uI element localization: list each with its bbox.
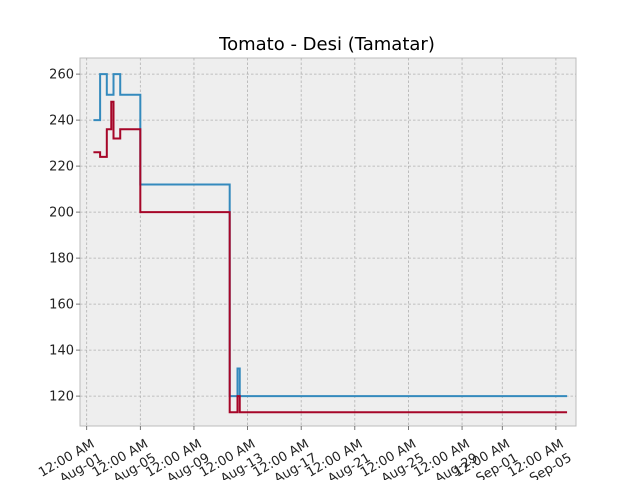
y-axis: 120 140 160 180 200 220 240 260 bbox=[49, 68, 80, 405]
y-tick-label: 140 bbox=[49, 344, 74, 359]
y-tick-label: 200 bbox=[49, 206, 74, 221]
series-group bbox=[93, 73, 568, 414]
y-tick-label: 260 bbox=[49, 68, 74, 83]
chart-title: Tomato - Desi (Tamatar) bbox=[218, 34, 435, 55]
y-tick-label: 180 bbox=[49, 252, 74, 267]
y-tick-label: 160 bbox=[49, 298, 74, 313]
plot-area bbox=[79, 57, 577, 427]
y-tick-label: 220 bbox=[49, 160, 74, 175]
y-tick-label: 240 bbox=[49, 114, 74, 129]
y-tick-label: 120 bbox=[49, 390, 74, 405]
series-line-1 bbox=[93, 73, 568, 398]
series-line-2 bbox=[93, 100, 568, 414]
grid bbox=[80, 58, 576, 426]
